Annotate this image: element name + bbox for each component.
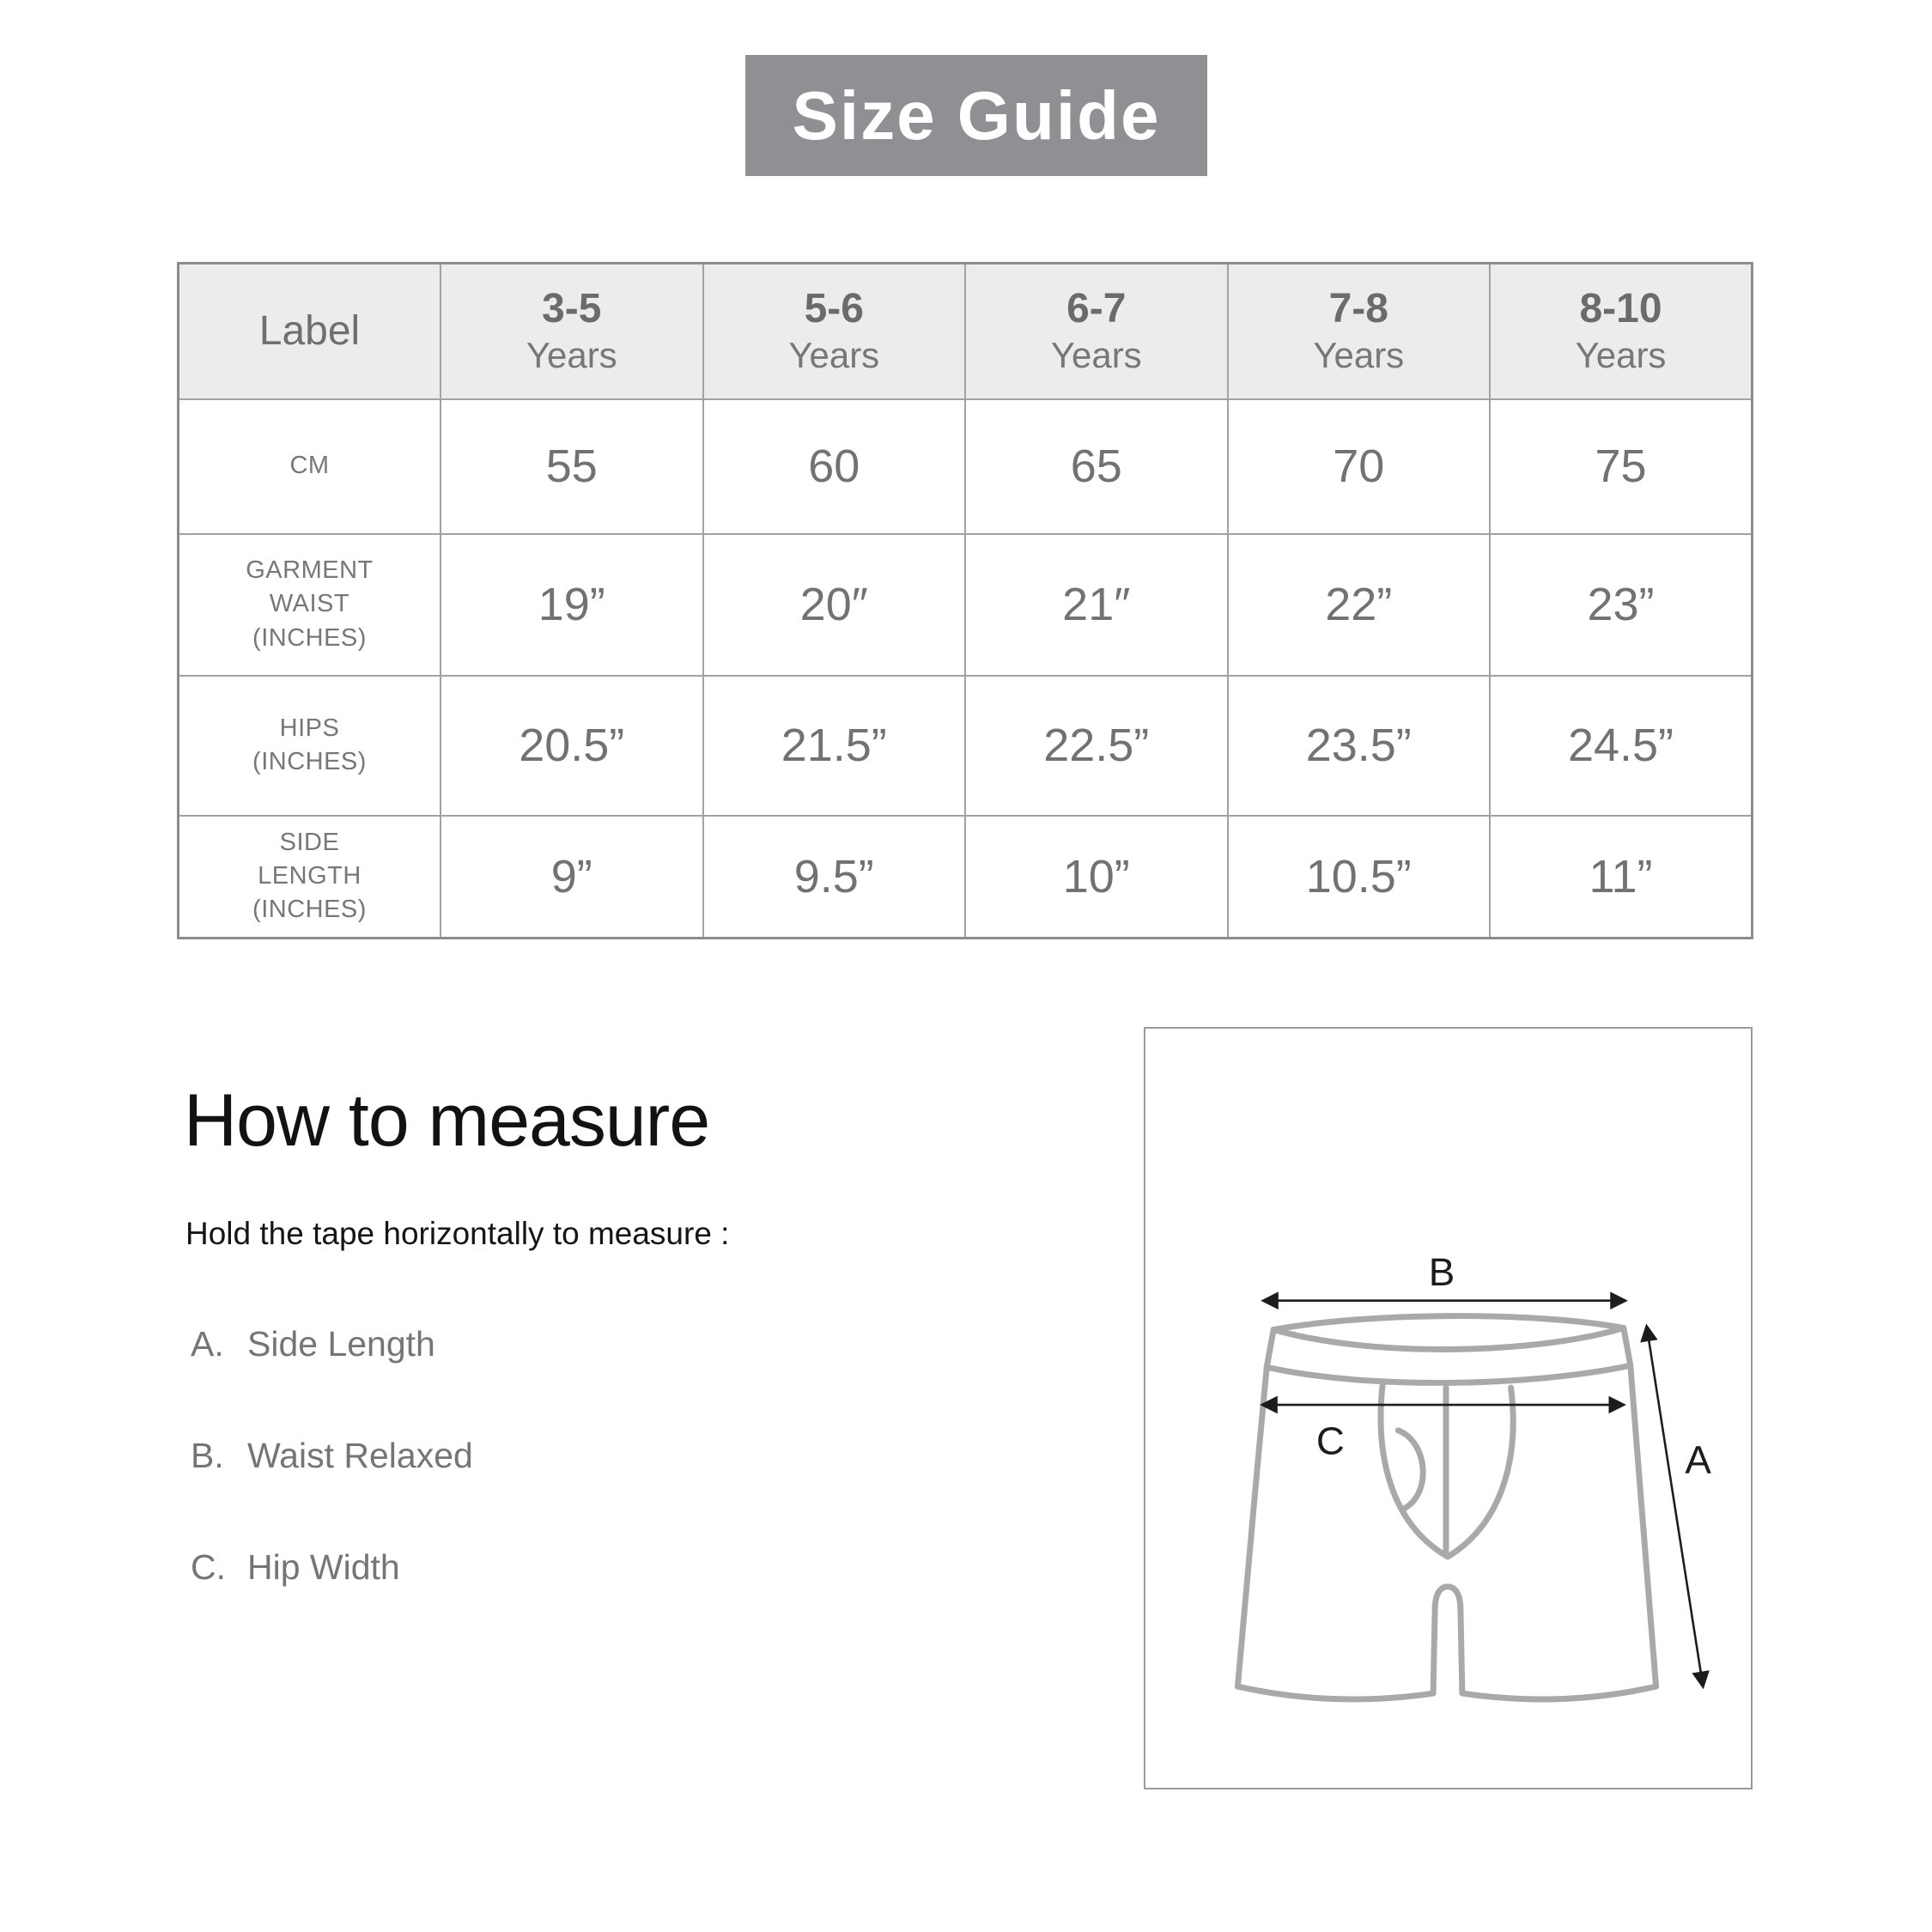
size-table: Label 3-5 Years 5-6 Years 6-7 Years 7-8 …: [177, 262, 1753, 939]
item-label: Hip Width: [247, 1547, 400, 1587]
col-range: 8-10: [1579, 286, 1662, 332]
header-cell-5-6: 5-6 Years: [702, 262, 966, 400]
cell-value: 9.5”: [793, 850, 874, 902]
cell-value: 23.5”: [1305, 720, 1412, 771]
cell-value: 24.5”: [1567, 720, 1674, 771]
cell-value: 22”: [1325, 579, 1393, 630]
cell-value: 65: [1070, 440, 1122, 492]
cell-value: 9”: [550, 850, 592, 902]
item-key: C.: [191, 1547, 226, 1587]
table-row-hips: HIPS (INCHES) 20.5” 21.5” 22.5” 23.5” 24…: [177, 674, 1753, 817]
row-label: GARMENT WAIST (INCHES): [246, 556, 374, 652]
measure-item-hip-width: C. Hip Width: [191, 1547, 400, 1588]
header-cell-3-5: 3-5 Years: [440, 262, 704, 400]
cell-value: 20″: [799, 579, 868, 630]
row-label: SIDE LENGTH (INCHES): [252, 829, 367, 924]
item-key: B.: [191, 1436, 224, 1475]
col-range: 5-6: [804, 286, 864, 332]
cell-value: 60: [808, 440, 860, 492]
item-label: Waist Relaxed: [247, 1436, 473, 1475]
col-range: 3-5: [542, 286, 602, 332]
col-unit: Years: [526, 335, 617, 376]
diagram-label-a: A: [1685, 1438, 1711, 1482]
cell-value: 70: [1333, 440, 1385, 492]
cell-value: 20.5”: [519, 720, 625, 771]
col-unit: Years: [1050, 335, 1142, 376]
cell-value: 10”: [1062, 850, 1130, 902]
table-row-side-length: SIDE LENGTH (INCHES) 9” 9.5” 10” 10.5” 1…: [177, 814, 1753, 939]
header-cell-8-10: 8-10 Years: [1489, 262, 1753, 400]
cell-value: 55: [545, 440, 598, 492]
measure-item-waist-relaxed: B. Waist Relaxed: [191, 1436, 473, 1476]
cell-value: 23”: [1587, 579, 1655, 630]
item-label: Side Length: [247, 1324, 435, 1364]
cell-value: 21″: [1062, 579, 1131, 630]
col-unit: Years: [1575, 335, 1667, 376]
measure-item-side-length: A. Side Length: [191, 1324, 435, 1364]
side-length-arrow-a: [1640, 1323, 1710, 1690]
boxer-shorts-illustration: B C A: [1234, 1250, 1711, 1703]
measure-instruction: Hold the tape horizontally to measure :: [185, 1216, 730, 1251]
col-range: 6-7: [1066, 286, 1127, 332]
how-to-measure-heading: How to measure: [184, 1079, 710, 1162]
label-header-text: Label: [258, 308, 361, 355]
table-row-cm: CM 55 60 65 70 75: [177, 398, 1753, 535]
row-label: HIPS (INCHES): [252, 714, 367, 775]
size-guide-title-banner: Size Guide: [745, 55, 1207, 176]
item-key: A.: [191, 1324, 224, 1364]
cell-value: 75: [1595, 440, 1647, 492]
page-title: Size Guide: [792, 76, 1161, 154]
diagram-label-b: B: [1429, 1250, 1455, 1294]
row-label: CM: [289, 452, 330, 480]
garment-waistband: [1263, 1313, 1634, 1386]
diagram-label-c: C: [1316, 1419, 1345, 1463]
header-cell-label: Label: [177, 262, 441, 400]
cell-value: 21.5”: [781, 720, 887, 771]
col-unit: Years: [1313, 335, 1405, 376]
cell-value: 22.5”: [1043, 720, 1150, 771]
measurement-diagram: B C A: [1144, 1027, 1753, 1789]
size-table-header-row: Label 3-5 Years 5-6 Years 6-7 Years 7-8 …: [177, 262, 1753, 400]
cell-value: 19”: [538, 579, 605, 630]
header-cell-7-8: 7-8 Years: [1226, 262, 1491, 400]
garment-fly: [1377, 1379, 1516, 1560]
table-row-garment-waist: GARMENT WAIST (INCHES) 19” 20″ 21″ 22” 2…: [177, 532, 1753, 677]
cell-value: 10.5”: [1305, 850, 1412, 902]
col-range: 7-8: [1328, 286, 1388, 332]
col-unit: Years: [788, 335, 880, 376]
header-cell-6-7: 6-7 Years: [964, 262, 1229, 400]
cell-value: 11”: [1589, 850, 1653, 902]
